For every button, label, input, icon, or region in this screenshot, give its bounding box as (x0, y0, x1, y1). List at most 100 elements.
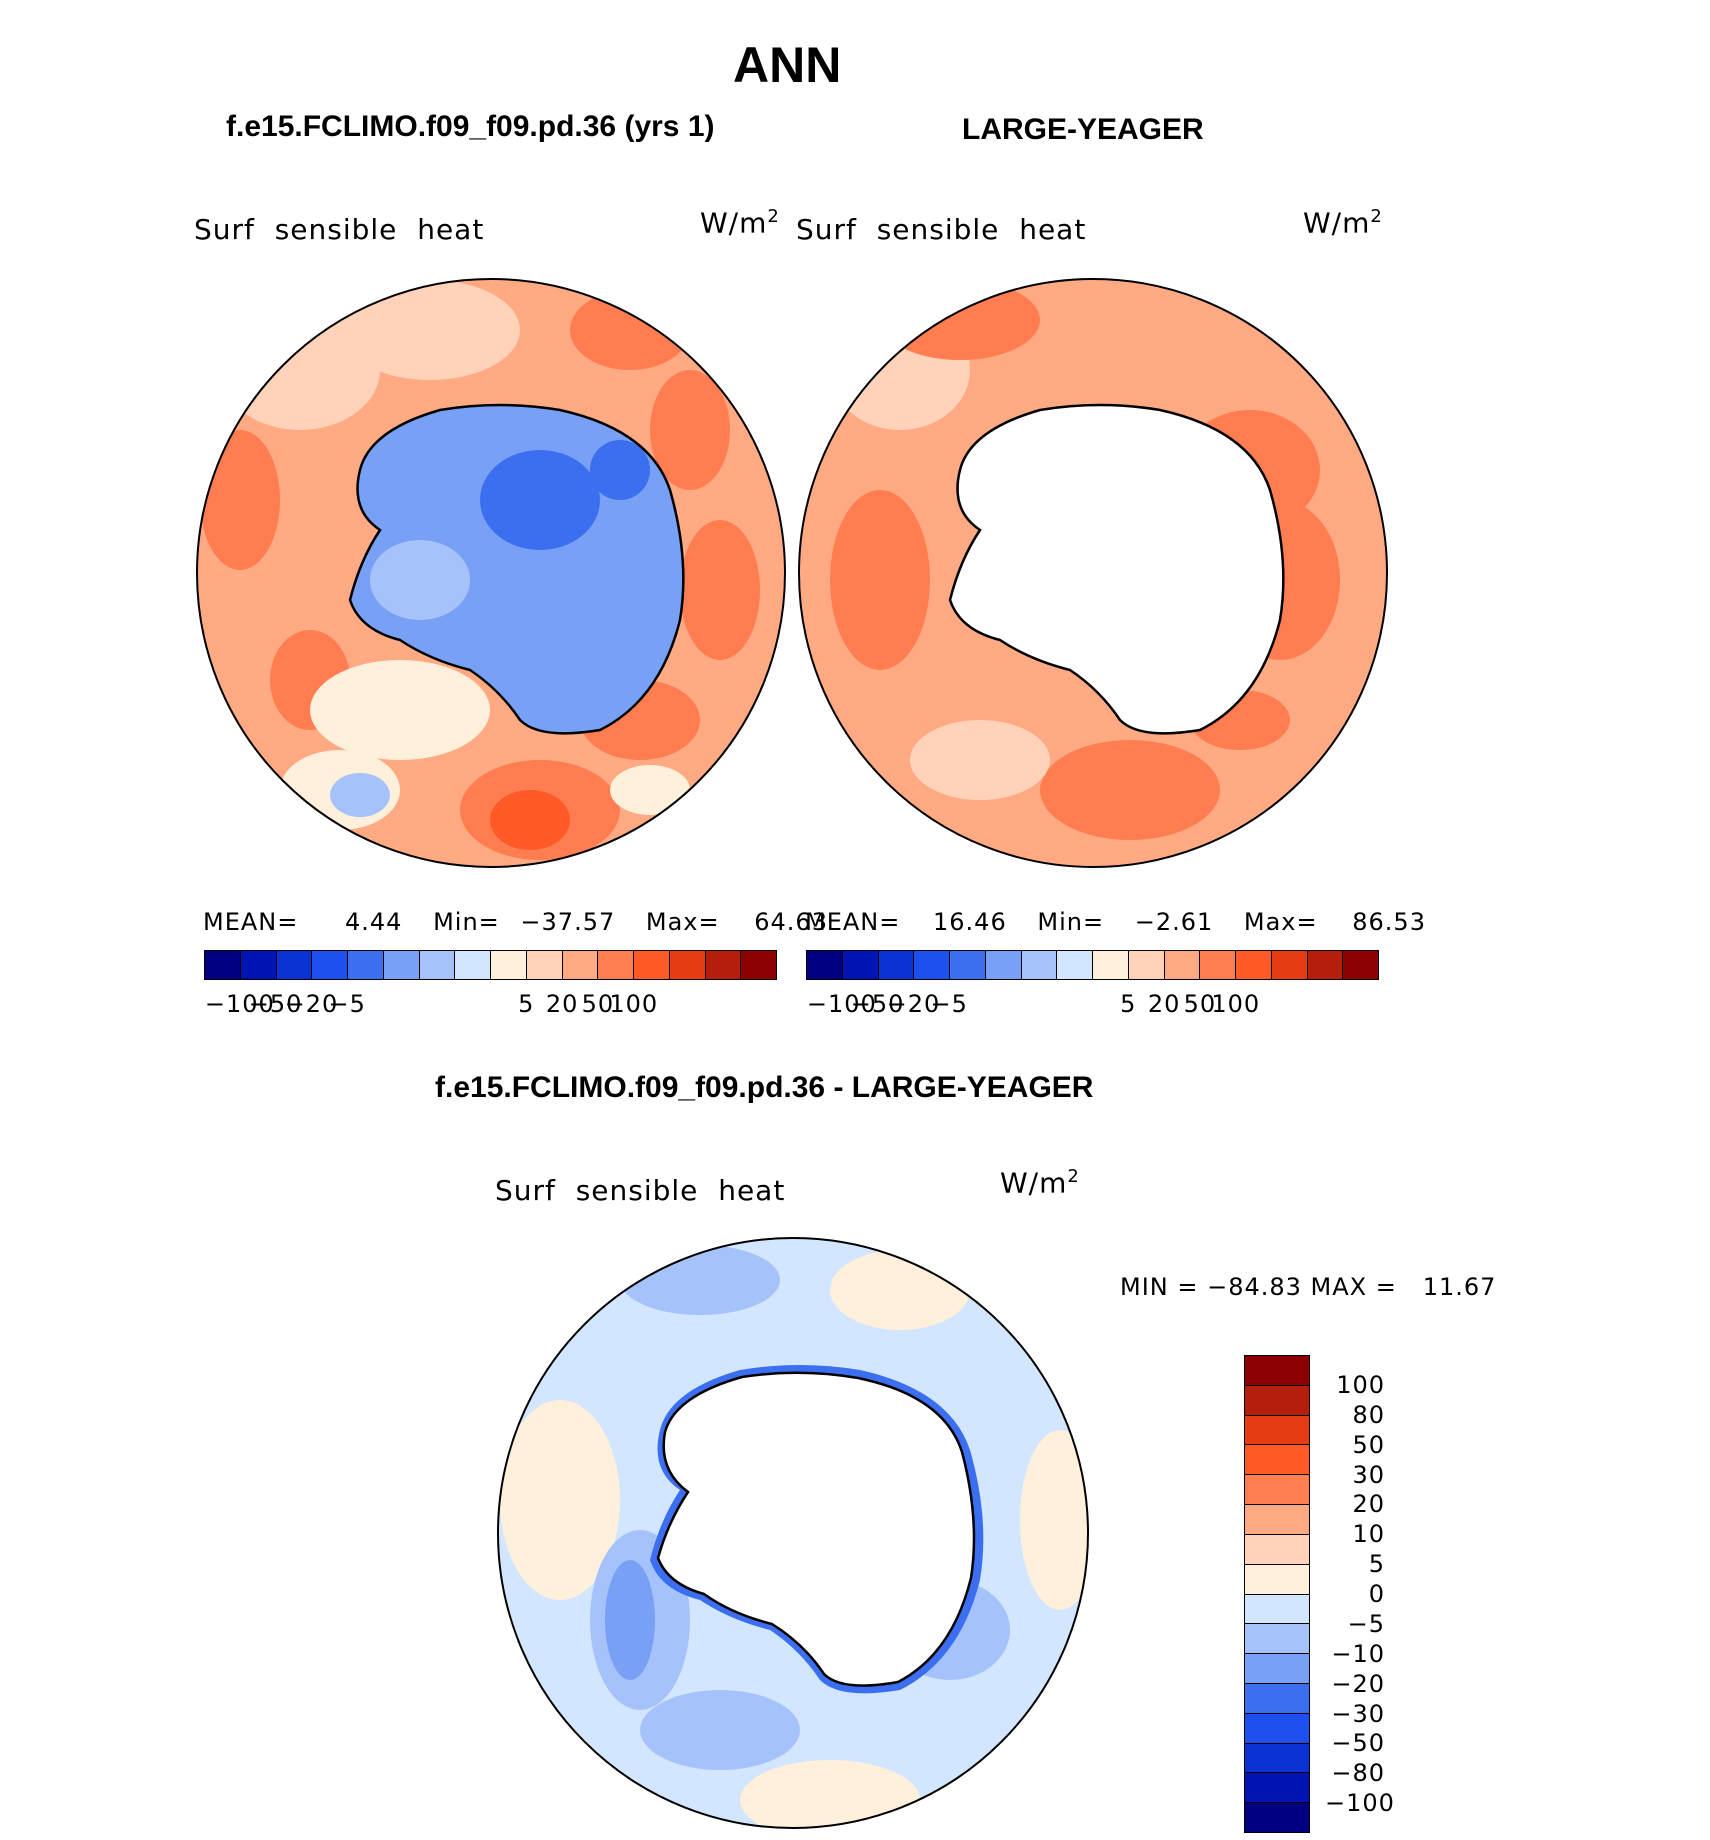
right-colorbar-swatch (1093, 951, 1129, 979)
diff-colorbar-swatch (1245, 1564, 1309, 1595)
diff-colorbar-label: 5 (1368, 1550, 1385, 1579)
right-colorbar-swatch (1307, 951, 1344, 979)
left-colorbar-label: −50 (248, 990, 303, 1018)
left-colorbar-label: −20 (284, 990, 339, 1018)
diff-colorbar-label: 80 (1352, 1400, 1385, 1429)
right-mean-value: 16.46 (933, 908, 1007, 936)
right-max-value: 86.53 (1352, 908, 1426, 936)
left-colorbar-swatch (526, 951, 563, 979)
diff-colorbar-label: 30 (1352, 1460, 1385, 1489)
right-colorbar-swatch (1128, 951, 1165, 979)
left-colorbar-label: 5 (518, 990, 535, 1018)
left-max-value: 64.63 (754, 908, 828, 936)
left-colorbar-swatch (598, 951, 634, 979)
diff-colorbar-swatch (1245, 1475, 1309, 1506)
right-max-label: Max= (1243, 908, 1318, 936)
right-colorbar-swatch (842, 951, 879, 979)
left-colorbar-labels: −100 −50 −20 −5 5 20 50 100 (204, 990, 777, 1020)
diff-panel-title: f.e15.FCLIMO.f09_f09.pd.36 - LARGE-YEAGE… (435, 1071, 1094, 1104)
left-colorbar-swatch (491, 951, 527, 979)
left-colorbar-label: 50 (581, 990, 615, 1018)
right-colorbar-label: −20 (886, 990, 941, 1018)
right-colorbar-swatch (914, 951, 950, 979)
diff-colorbar (1244, 1355, 1310, 1833)
left-mean-value: 4.44 (345, 908, 403, 936)
diff-colorbar-swatch (1245, 1654, 1309, 1684)
diff-colorbar-label: −50 (1331, 1729, 1385, 1758)
left-colorbar-label: 100 (609, 990, 659, 1018)
left-units-label: W/m2 (700, 206, 780, 239)
right-units-label: W/m2 (1303, 206, 1383, 239)
left-colorbar-swatch (741, 951, 776, 979)
right-colorbar-label: 50 (1183, 990, 1217, 1018)
left-stats: MEAN= 4.44 Min= −37.57 Max= 64.63 (203, 908, 828, 936)
diff-colorbar-swatch (1245, 1594, 1309, 1625)
left-min-value: −37.57 (520, 908, 616, 936)
diff-colorbar-labels: 100 80 50 30 20 10 5 0 −5 −10 −20 −30 −50 −80 −100 (1325, 1355, 1445, 1833)
right-colorbar-swatch (878, 951, 915, 979)
right-colorbar-swatch (1236, 951, 1272, 979)
right-colorbar-label: −100 (806, 990, 877, 1018)
diff-units-sup: 2 (1067, 1166, 1080, 1187)
right-colorbar-swatch (1271, 951, 1308, 979)
right-colorbar-label: −50 (850, 990, 905, 1018)
diff-colorbar-swatch (1245, 1534, 1309, 1565)
diff-colorbar-label: 50 (1352, 1430, 1385, 1459)
right-units: W/m (1303, 206, 1371, 240)
left-colorbar-swatch (455, 951, 491, 979)
left-colorbar-swatch (705, 951, 742, 979)
right-stats: MEAN= 16.46 Min= −2.61 Max= 86.53 (805, 908, 1426, 936)
diff-colorbar-label: −100 (1325, 1789, 1395, 1818)
right-colorbar-swatch (950, 951, 986, 979)
left-colorbar-swatch (383, 951, 420, 979)
diff-colorbar-swatch (1245, 1415, 1309, 1446)
right-colorbar-labels: −100 −50 −20 −5 5 20 50 100 (806, 990, 1379, 1020)
diff-colorbar-label: −80 (1331, 1759, 1385, 1788)
left-colorbar-swatch (312, 951, 348, 979)
right-colorbar-swatch (1021, 951, 1058, 979)
diff-colorbar-label: −5 (1347, 1609, 1385, 1638)
diff-colorbar-label: 0 (1368, 1580, 1385, 1608)
right-colorbar-swatch (1200, 951, 1236, 979)
right-colorbar-label: −5 (930, 990, 968, 1018)
right-units-sup: 2 (1370, 206, 1383, 227)
diff-colorbar-label: −10 (1331, 1639, 1385, 1668)
right-colorbar-swatch (1343, 951, 1378, 979)
diff-colorbar-swatch (1245, 1445, 1309, 1476)
left-mean-label: MEAN= (203, 908, 299, 936)
left-colorbar-swatch (348, 951, 384, 979)
left-min-label: Min= (433, 908, 500, 936)
right-colorbar-swatch (985, 951, 1022, 979)
right-variable-label: Surf sensible heat (796, 213, 1087, 246)
diff-colorbar-swatch (1245, 1713, 1309, 1744)
right-colorbar-swatch (1164, 951, 1201, 979)
diff-colorbar-swatch (1245, 1385, 1309, 1416)
diff-colorbar-swatch (1245, 1773, 1309, 1804)
left-variable-label: Surf sensible heat (194, 213, 485, 246)
left-panel-title: f.e15.FCLIMO.f09_f09.pd.36 (yrs 1) (226, 110, 715, 143)
diff-colorbar-swatch (1245, 1803, 1309, 1832)
left-colorbar-swatch (276, 951, 313, 979)
left-colorbar-label: −100 (204, 990, 275, 1018)
right-panel-title: LARGE-YEAGER (962, 113, 1204, 146)
left-colorbar-swatch (419, 951, 456, 979)
left-colorbar-label: −5 (328, 990, 366, 1018)
diff-colorbar-swatch (1245, 1743, 1309, 1774)
right-min-value: −2.61 (1134, 908, 1214, 936)
left-colorbar-label: 20 (545, 990, 579, 1018)
diff-colorbar-label: 10 (1352, 1520, 1385, 1549)
diff-variable-label: Surf sensible heat (495, 1174, 786, 1207)
diff-units-label: W/m2 (1000, 1166, 1080, 1199)
right-colorbar-label: 100 (1211, 990, 1261, 1018)
right-mean-label: MEAN= (805, 908, 901, 936)
diff-colorbar-label: −20 (1331, 1669, 1385, 1698)
diff-units: W/m (1000, 1166, 1068, 1200)
left-colorbar-swatch (669, 951, 706, 979)
diff-colorbar-swatch (1245, 1683, 1309, 1714)
right-colorbar-swatch (1057, 951, 1093, 979)
diff-colorbar-label: 20 (1352, 1490, 1385, 1519)
left-colorbar-swatch (240, 951, 277, 979)
left-max-label: Max= (645, 908, 720, 936)
left-units-sup: 2 (767, 206, 780, 227)
right-min-label: Min= (1037, 908, 1105, 936)
